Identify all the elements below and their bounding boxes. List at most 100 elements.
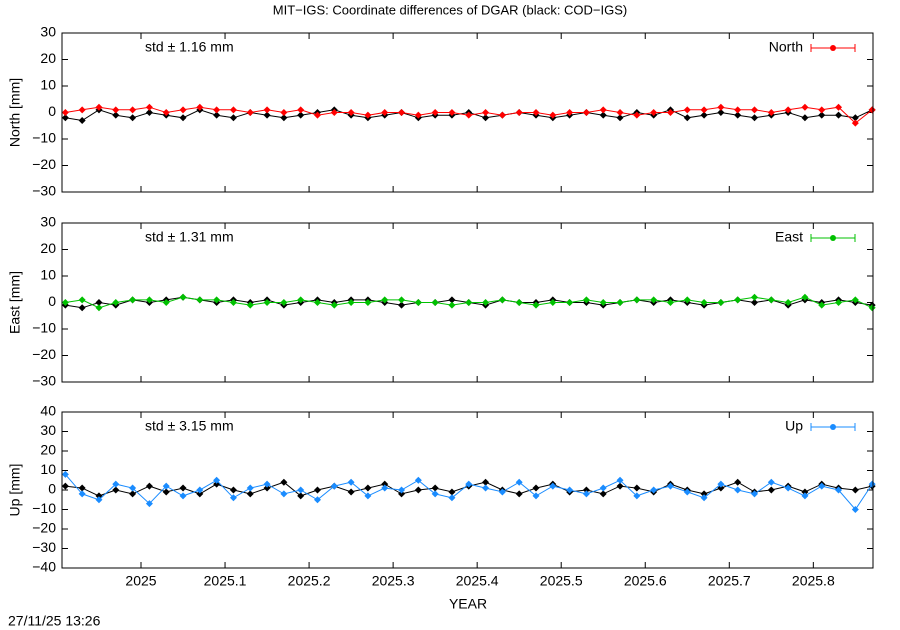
data-point bbox=[263, 111, 271, 119]
data-point bbox=[280, 109, 288, 116]
data-point bbox=[498, 111, 506, 119]
data-point bbox=[448, 296, 456, 304]
data-point bbox=[515, 299, 523, 306]
data-point bbox=[666, 482, 674, 490]
data-point bbox=[414, 111, 422, 119]
y-tick-label: −30 bbox=[32, 539, 56, 555]
data-point bbox=[650, 486, 658, 494]
data-point bbox=[398, 296, 406, 304]
annotation: std ± 1.16 mm bbox=[145, 39, 234, 55]
data-point bbox=[364, 299, 372, 306]
data-point bbox=[582, 109, 590, 116]
data-point bbox=[78, 490, 86, 498]
data-point bbox=[767, 109, 775, 116]
data-point bbox=[650, 109, 658, 116]
data-point bbox=[448, 301, 456, 309]
data-point bbox=[818, 482, 826, 490]
data-point bbox=[532, 301, 540, 309]
data-point bbox=[280, 299, 288, 306]
x-tick-label: 2025.6 bbox=[624, 573, 667, 589]
chart-title: MIT−IGS: Coordinate differences of DGAR … bbox=[273, 2, 628, 17]
legend-label: North bbox=[769, 39, 803, 55]
data-point bbox=[229, 486, 237, 494]
data-point bbox=[145, 109, 153, 116]
data-point bbox=[330, 301, 338, 309]
data-point bbox=[515, 478, 523, 486]
data-point bbox=[700, 111, 708, 119]
y-tick-label: −10 bbox=[32, 130, 56, 146]
data-point bbox=[129, 484, 137, 492]
y-tick-label: 0 bbox=[48, 103, 56, 119]
data-point bbox=[633, 111, 641, 119]
data-point bbox=[78, 296, 86, 304]
data-point bbox=[835, 111, 843, 119]
data-point bbox=[179, 106, 187, 114]
data-point bbox=[229, 494, 237, 502]
data-point bbox=[784, 299, 792, 306]
data-point bbox=[734, 106, 742, 114]
data-point bbox=[196, 486, 204, 494]
y-tick-label: 20 bbox=[40, 50, 56, 66]
y-tick-label: −10 bbox=[32, 500, 56, 516]
data-point bbox=[851, 119, 859, 127]
data-point bbox=[162, 299, 170, 306]
data-point bbox=[868, 106, 876, 114]
x-tick-label: 2025 bbox=[125, 573, 156, 589]
x-axis-label: YEAR bbox=[449, 596, 487, 612]
data-point bbox=[162, 482, 170, 490]
y-tick-label: 30 bbox=[40, 24, 56, 40]
data-point bbox=[801, 488, 809, 496]
footer: 27/11/25 13:26 bbox=[8, 613, 101, 629]
data-point bbox=[364, 484, 372, 492]
legend-symbol bbox=[830, 235, 836, 241]
y-tick-label: 10 bbox=[40, 77, 56, 93]
data-point bbox=[666, 109, 674, 116]
data-point bbox=[734, 296, 742, 304]
data-point bbox=[599, 490, 607, 498]
data-point bbox=[313, 486, 321, 494]
data-point bbox=[851, 296, 859, 304]
data-point bbox=[784, 484, 792, 492]
data-point bbox=[179, 293, 187, 301]
data-point bbox=[313, 496, 321, 504]
data-point bbox=[801, 492, 809, 500]
data-point bbox=[599, 484, 607, 492]
data-point bbox=[683, 488, 691, 496]
data-point bbox=[633, 296, 641, 304]
data-point bbox=[280, 490, 288, 498]
data-point bbox=[767, 478, 775, 486]
data-point bbox=[213, 106, 221, 114]
data-point bbox=[515, 490, 523, 498]
data-point bbox=[263, 106, 271, 114]
x-tick-label: 2025.1 bbox=[204, 573, 247, 589]
data-point bbox=[767, 486, 775, 494]
data-point bbox=[751, 299, 759, 306]
data-point bbox=[818, 111, 826, 119]
data-point bbox=[229, 106, 237, 114]
data-point bbox=[700, 299, 708, 306]
data-point bbox=[61, 482, 69, 490]
data-point bbox=[835, 103, 843, 111]
data-point bbox=[751, 114, 759, 122]
y-tick-label: 30 bbox=[40, 214, 56, 230]
data-point bbox=[683, 114, 691, 122]
data-point bbox=[801, 293, 809, 301]
data-point bbox=[717, 299, 725, 306]
plot-frame bbox=[61, 32, 874, 193]
data-point bbox=[633, 484, 641, 492]
data-point bbox=[280, 478, 288, 486]
data-point bbox=[297, 296, 305, 304]
data-point bbox=[683, 296, 691, 304]
data-point bbox=[297, 492, 305, 500]
annotation: std ± 1.31 mm bbox=[145, 229, 234, 245]
data-point bbox=[431, 109, 439, 116]
data-point bbox=[95, 103, 103, 111]
data-point bbox=[162, 488, 170, 496]
data-point bbox=[700, 494, 708, 502]
data-point bbox=[398, 490, 406, 498]
data-point bbox=[414, 299, 422, 306]
data-point bbox=[78, 484, 86, 492]
data-point bbox=[599, 299, 607, 306]
data-point bbox=[297, 111, 305, 119]
data-point bbox=[414, 476, 422, 484]
